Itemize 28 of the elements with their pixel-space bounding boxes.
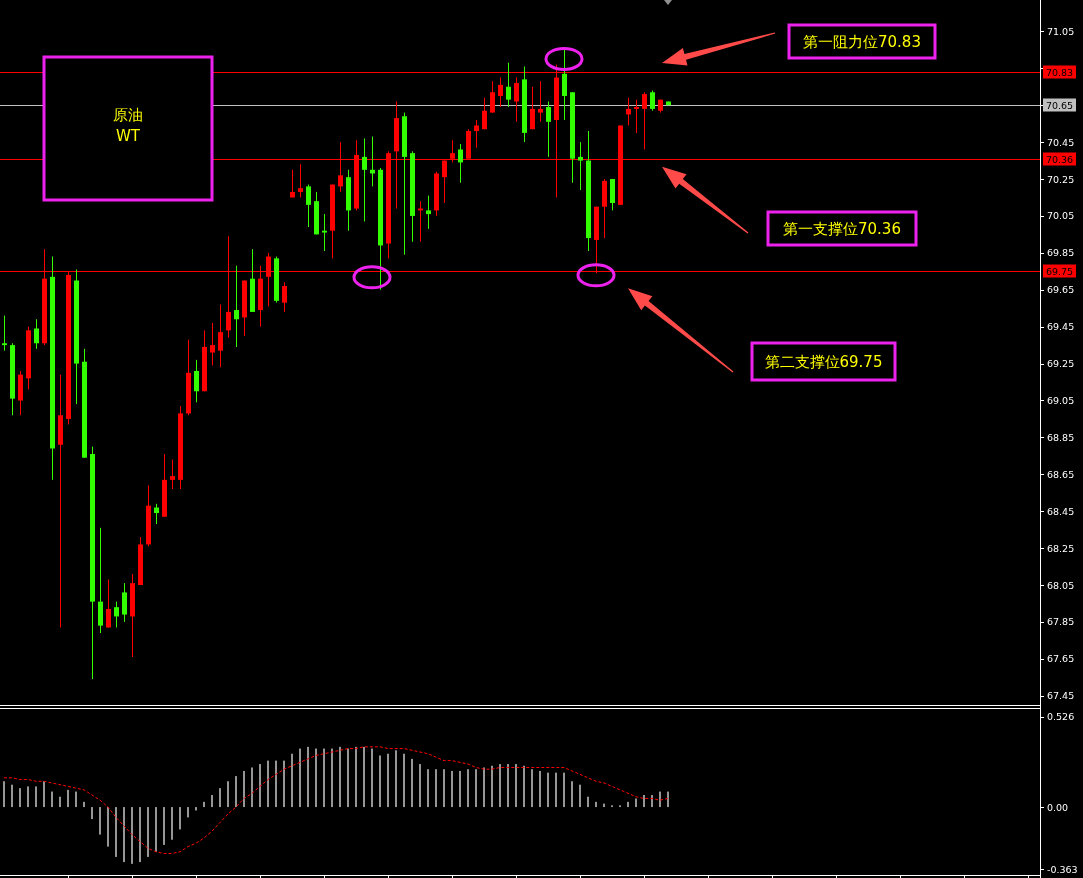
tick-label: 68.25: [1047, 542, 1075, 554]
tick-label: 69.25: [1047, 358, 1075, 370]
tick-label: 69.85: [1047, 247, 1075, 259]
annotation: 第一支撑位70.36: [783, 219, 901, 238]
tick-label: -0.363: [1047, 864, 1078, 875]
note: 第一支撑位70.36: [662, 166, 918, 247]
note: 第二支撑位69.75: [628, 288, 897, 382]
tick-label: 68.85: [1047, 431, 1075, 443]
tick-label: 71.05: [1047, 25, 1075, 37]
tick-label: 67.45: [1047, 690, 1075, 702]
tick-label: 68.05: [1047, 579, 1075, 591]
tick-label: 70.05: [1047, 210, 1075, 222]
tick-label: 0.00: [1047, 801, 1069, 813]
annotation: 第一阻力位70.83: [803, 32, 921, 51]
tick-label: 67.85: [1047, 616, 1075, 628]
tick-label: 69.45: [1047, 321, 1075, 333]
note: 第一阻力位70.83: [662, 23, 937, 66]
tick-label: 68.65: [1047, 468, 1075, 480]
tick-label: 70.45: [1047, 136, 1075, 148]
tick-label: 0.526: [1047, 711, 1075, 723]
annotation: 原油 WT: [113, 106, 143, 145]
tick-label: 69.65: [1047, 284, 1075, 296]
tick-label: 70.25: [1047, 173, 1075, 185]
tick-label: 69.05: [1047, 395, 1075, 406]
note: 原油 WT: [42, 55, 214, 202]
tick-label: 68.45: [1047, 505, 1075, 517]
annotation: 第二支撑位69.75: [764, 352, 883, 371]
tick-label: 67.65: [1047, 653, 1075, 665]
